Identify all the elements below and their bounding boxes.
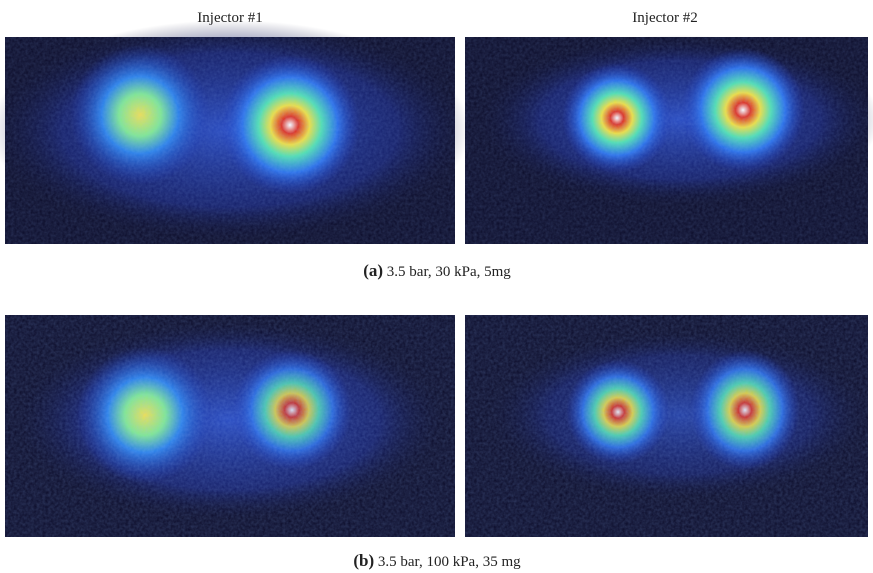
spray-image (465, 315, 870, 537)
figure: Injector #1 Injector #2 (a) 3.5 bar, 30 … (0, 0, 873, 573)
panel-label: (b) (353, 551, 374, 570)
panel-caption: 3.5 bar, 100 kPa, 35 mg (378, 554, 521, 570)
spray-image (465, 35, 873, 244)
spray-image (5, 315, 455, 537)
caption: (a) 3.5 bar, 30 kPa, 5mg (363, 261, 511, 280)
spray-image (0, 20, 470, 244)
column-header: Injector #2 (632, 10, 697, 26)
panel-caption: 3.5 bar, 30 kPa, 5mg (387, 264, 511, 280)
caption: (b) 3.5 bar, 100 kPa, 35 mg (353, 551, 521, 570)
panel-label: (a) (363, 261, 383, 280)
